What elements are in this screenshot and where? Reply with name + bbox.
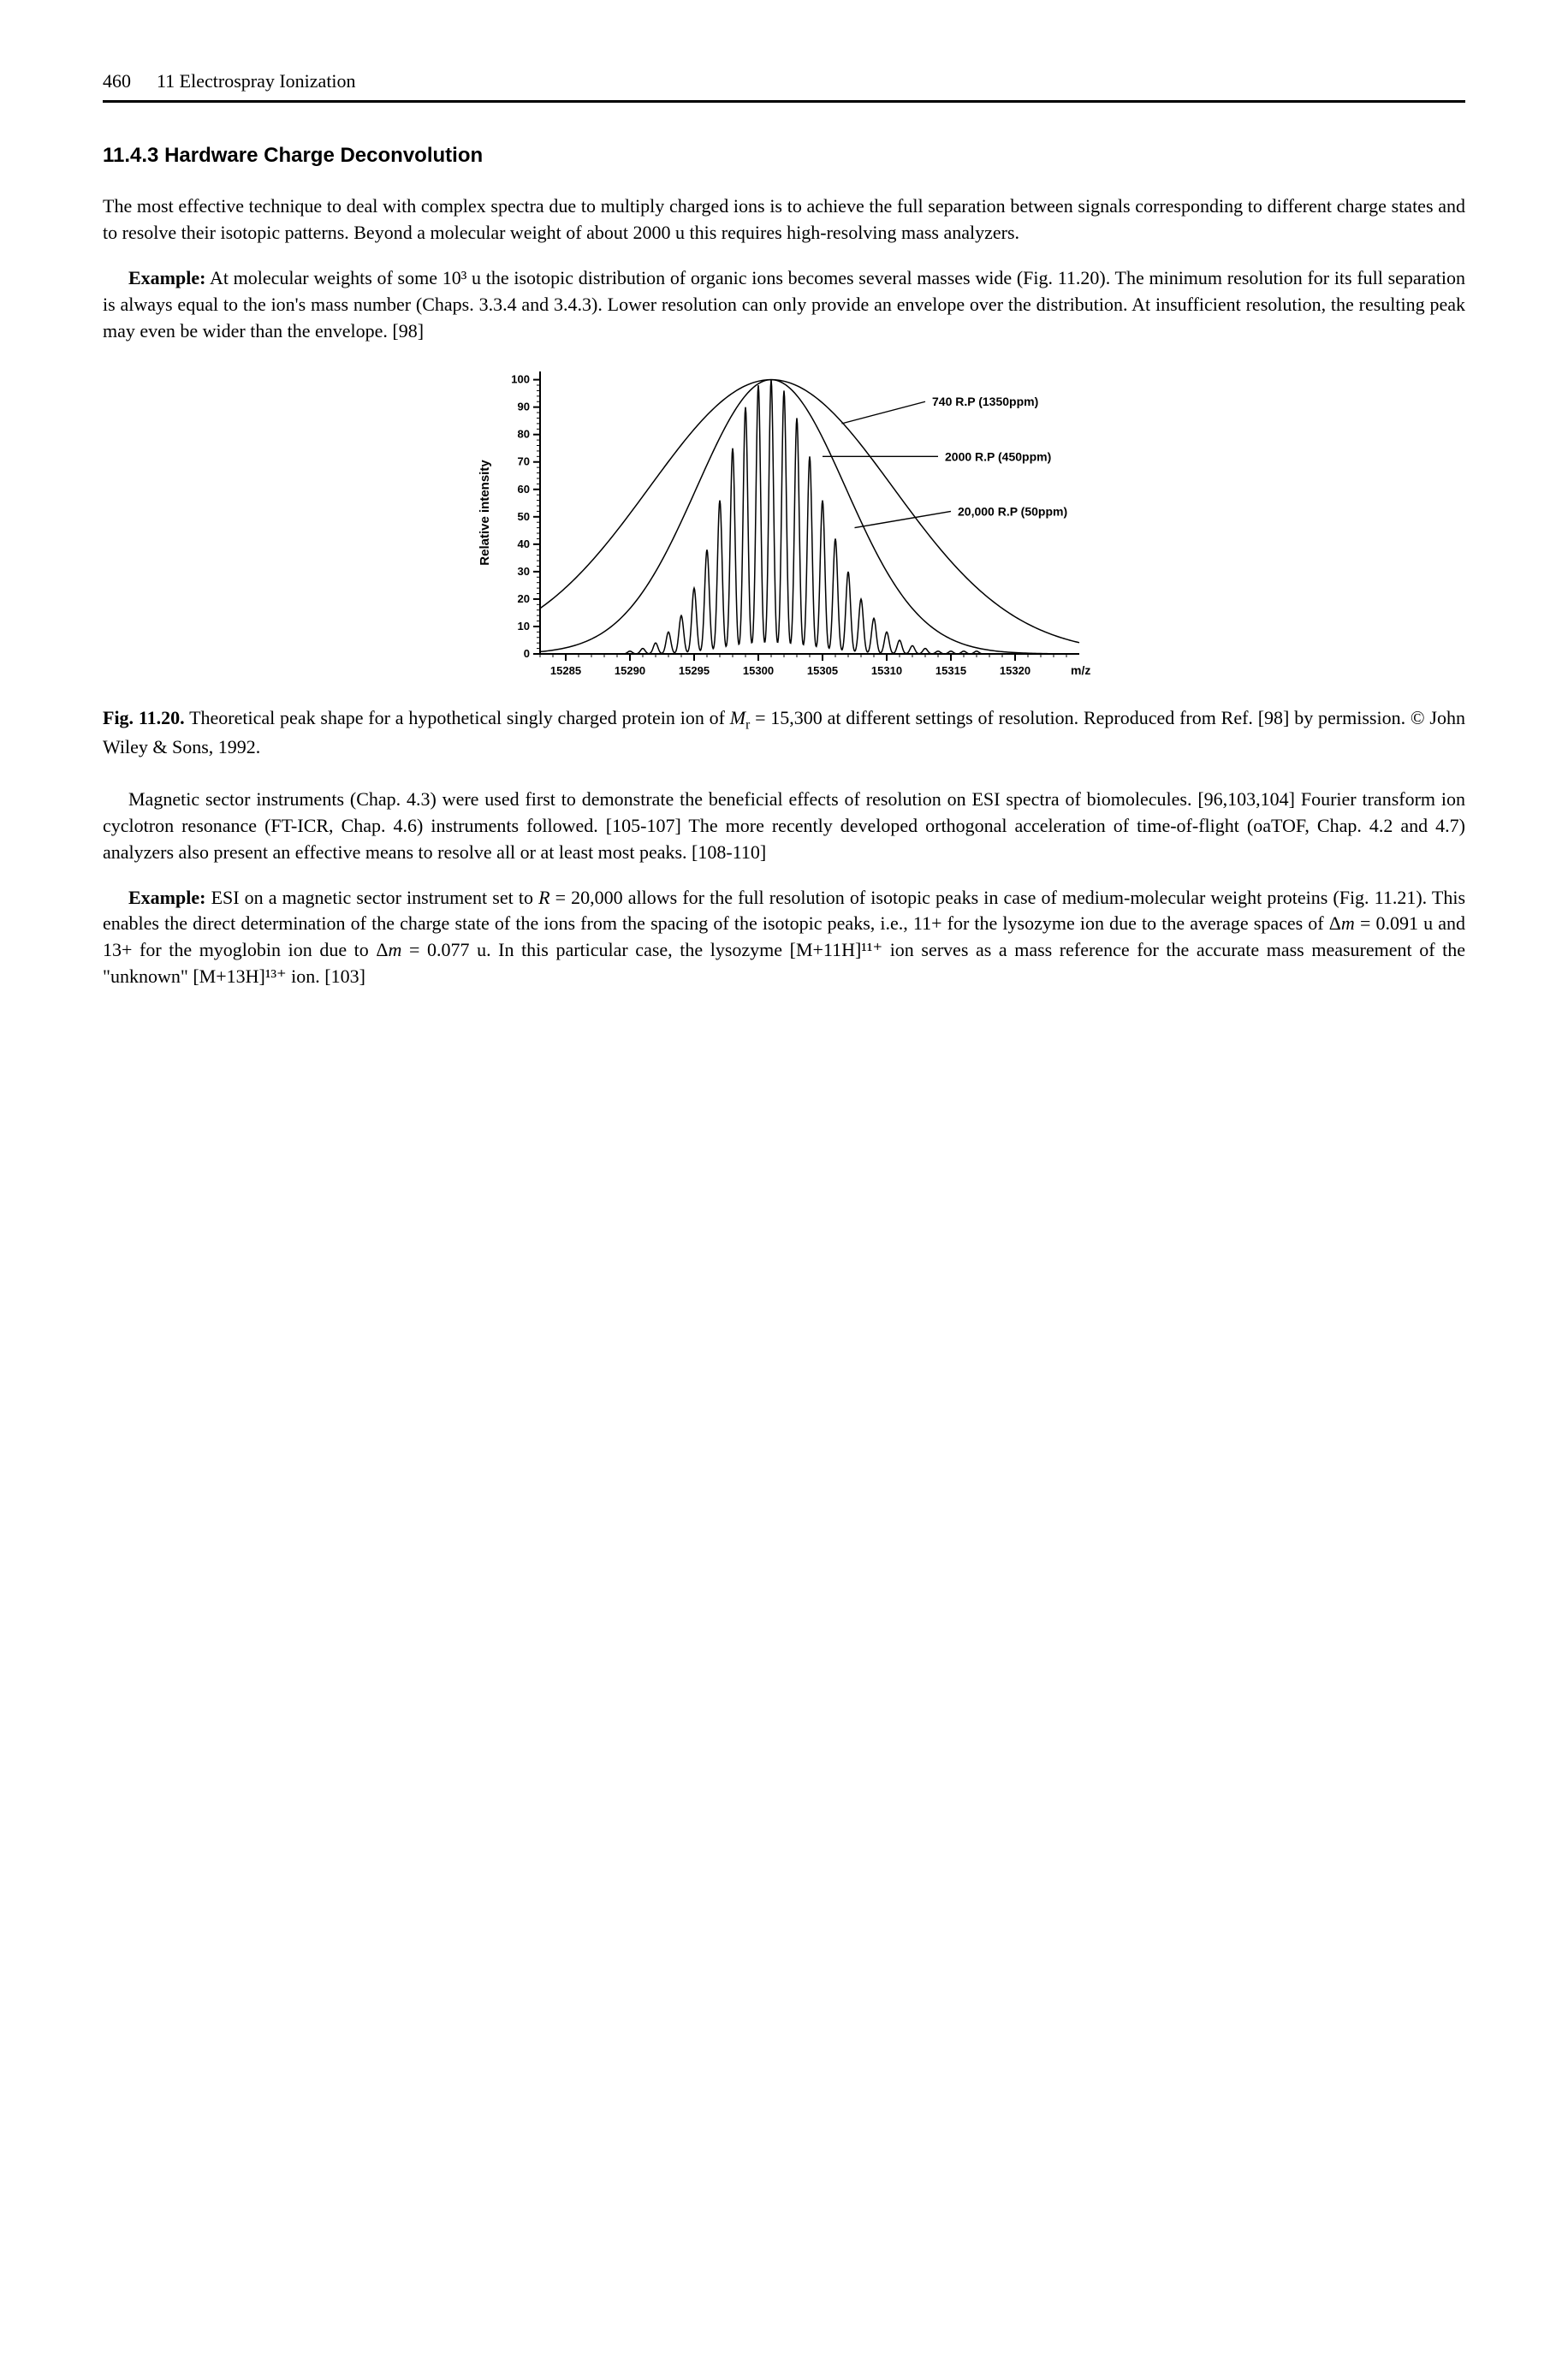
svg-text:15320: 15320 (1000, 664, 1030, 677)
example-label-2: Example: (128, 887, 205, 908)
fig-label: Fig. 11.20. (103, 707, 185, 728)
paragraph-intro: The most effective technique to deal wit… (103, 193, 1465, 247)
svg-text:60: 60 (518, 483, 530, 496)
svg-text:15305: 15305 (807, 664, 838, 677)
svg-text:0: 0 (524, 647, 530, 660)
svg-text:Relative intensity: Relative intensity (478, 460, 492, 566)
svg-text:80: 80 (518, 428, 530, 441)
svg-text:30: 30 (518, 565, 530, 578)
svg-text:70: 70 (518, 455, 530, 468)
page-header: 460 11 Electrospray Ionization (103, 68, 1465, 103)
example-label: Example: (128, 267, 205, 288)
figure: 0 10 20 30 40 50 60 70 80 90 100 15285 15290 15295 153… (103, 363, 1465, 697)
svg-text:20,000 R.P (50ppm): 20,000 R.P (50ppm) (958, 505, 1067, 519)
svg-text:2000 R.P (450ppm): 2000 R.P (450ppm) (945, 450, 1051, 464)
svg-text:m/z: m/z (1071, 663, 1090, 677)
svg-text:15300: 15300 (743, 664, 774, 677)
section-heading: 11.4.3 Hardware Charge Deconvolution (103, 141, 1465, 170)
example-2: Example: ESI on a magnetic sector instru… (103, 885, 1465, 990)
paragraph-2: Magnetic sector instruments (Chap. 4.3) … (103, 787, 1465, 865)
figure-caption: Fig. 11.20. Theoretical peak shape for a… (103, 705, 1465, 761)
example-text-2: ESI on a magnetic sector instrument set … (103, 887, 1465, 987)
page-number: 460 (103, 68, 131, 95)
svg-text:50: 50 (518, 510, 530, 523)
mr-symbol: M (730, 707, 745, 728)
page-chapter: 11 Electrospray Ionization (157, 68, 356, 95)
example-text: At molecular weights of some 10³ u the i… (103, 267, 1465, 342)
fig-text-pre: Theoretical peak shape for a hypothetica… (185, 707, 730, 728)
svg-text:740 R.P (1350ppm): 740 R.P (1350ppm) (932, 395, 1038, 409)
svg-text:15295: 15295 (679, 664, 710, 677)
svg-text:40: 40 (518, 538, 530, 550)
svg-text:15315: 15315 (935, 664, 966, 677)
svg-text:15285: 15285 (550, 664, 581, 677)
svg-text:90: 90 (518, 401, 530, 413)
peak-chart: 0 10 20 30 40 50 60 70 80 90 100 15285 15290 15295 153… (463, 363, 1105, 697)
svg-text:10: 10 (518, 620, 530, 633)
example-1: Example: At molecular weights of some 10… (103, 265, 1465, 344)
svg-text:20: 20 (518, 592, 530, 605)
svg-text:100: 100 (511, 373, 530, 386)
svg-text:15290: 15290 (615, 664, 645, 677)
svg-text:15310: 15310 (871, 664, 902, 677)
